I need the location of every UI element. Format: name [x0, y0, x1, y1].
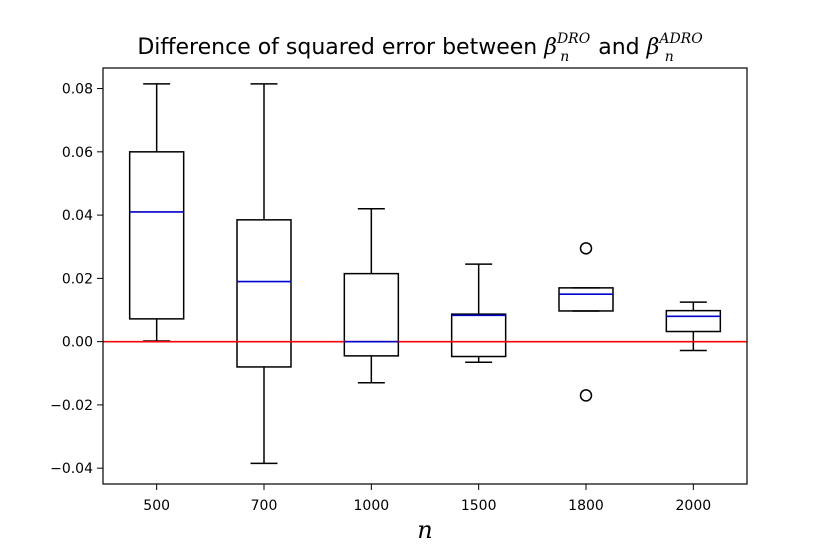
x-tick-label: 1500	[461, 498, 497, 514]
x-axis-label: n	[417, 516, 432, 544]
x-tick-label: 1800	[568, 498, 604, 514]
y-tick-label: 0.08	[62, 82, 93, 98]
box-1000	[343, 272, 400, 357]
x-tick-label: 700	[251, 498, 278, 514]
x-tick-label: 500	[143, 498, 170, 514]
box-1800	[558, 287, 614, 312]
title-beta-1: β	[543, 35, 557, 60]
plot-frame	[102, 67, 748, 485]
outlier-point	[579, 242, 593, 255]
chart-title: Difference of squared error between βDRO…	[137, 31, 703, 65]
x-tick-label: 1000	[354, 498, 390, 514]
box-500	[128, 151, 185, 320]
title-sub-1: n	[560, 49, 569, 65]
y-tick-label: −0.04	[50, 461, 93, 477]
y-tick-label: 0.00	[62, 335, 93, 351]
outlier-point	[579, 389, 593, 402]
box-1500	[450, 313, 507, 358]
title-sup-1: DRO	[556, 31, 591, 47]
title-prefix: Difference of squared error between	[137, 35, 544, 60]
title-mid: and	[591, 35, 646, 60]
y-tick-label: 0.06	[62, 145, 93, 161]
y-tick-label: −0.02	[50, 398, 93, 414]
title-beta-2: β	[646, 35, 660, 60]
x-tick-label: 2000	[676, 498, 712, 514]
y-tick-label: 0.04	[62, 208, 93, 224]
title-sup-2: ADRO	[657, 31, 703, 47]
title-sub-2: n	[665, 49, 674, 65]
box-2000	[665, 309, 722, 333]
y-tick-label: 0.02	[62, 271, 93, 287]
plot-area: −0.04 −0.02 0.00 0.02 0.04 0.06 0.08 500 700 1000…	[50, 67, 748, 514]
box-700	[236, 219, 292, 368]
